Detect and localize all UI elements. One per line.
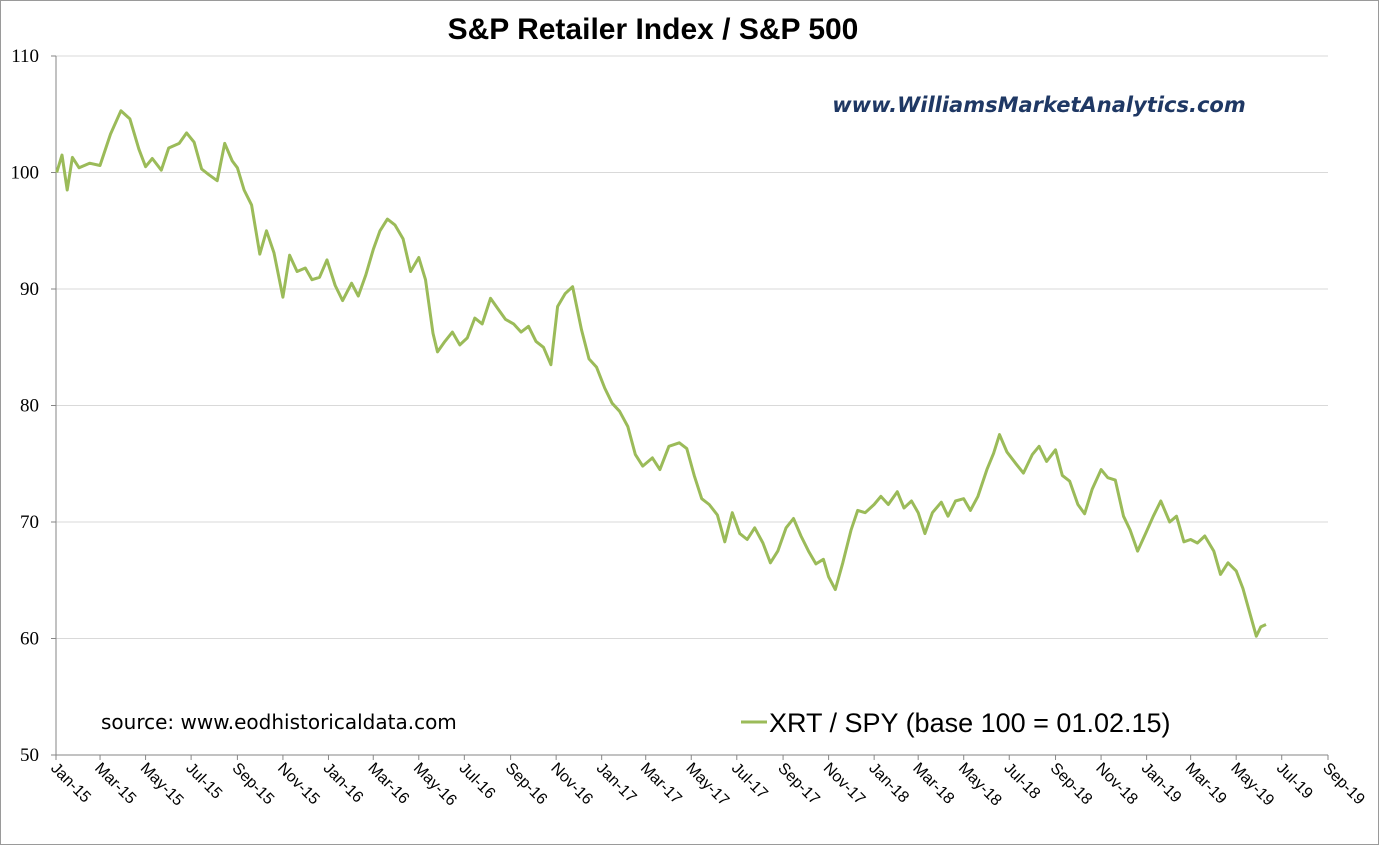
series-line-xrt-spy (55, 109, 1267, 638)
x-tick-label: Jul-16 (455, 760, 498, 803)
x-tick-label: Jan-18 (865, 760, 912, 807)
x-tick-label: Nov-18 (1092, 760, 1141, 809)
x-tick-label: Jan-19 (1138, 760, 1185, 807)
x-tick-label: Mar-17 (637, 760, 685, 808)
x-tick-label: Nov-17 (820, 760, 869, 809)
x-tick-label: Sep-18 (1047, 760, 1096, 809)
x-tick-label: Sep-17 (774, 760, 823, 809)
series-layer (55, 109, 1267, 638)
y-tick-label: 90 (20, 279, 39, 300)
legend-label: XRT / SPY (base 100 = 01.02.15) (769, 708, 1171, 738)
x-tick-label: May-16 (410, 760, 460, 810)
x-tick-label: May-17 (682, 760, 732, 810)
x-tick-label: Mar-19 (1182, 760, 1230, 808)
x-tick-label: Sep-16 (502, 760, 551, 809)
x-tick-label: Sep-19 (1319, 760, 1368, 809)
gridlines (56, 55, 1328, 639)
y-tick-label: 80 (20, 396, 39, 417)
x-tick-label: Jul-18 (1000, 760, 1043, 803)
chart-title: S&P Retailer Index / S&P 500 (448, 13, 859, 46)
x-tick-label: Jan-15 (47, 760, 94, 807)
watermark-text: www.WilliamsMarketAnalytics.com (832, 93, 1245, 117)
x-tick-label: May-15 (137, 760, 187, 810)
x-tick-label: Jan-17 (593, 760, 640, 807)
y-tick-label: 60 (20, 629, 39, 650)
x-tick-label: Jul-19 (1273, 760, 1316, 803)
x-tick-label: Jul-17 (728, 760, 771, 803)
source-text: source: www.eodhistoricaldata.com (101, 710, 457, 734)
y-tick-label: 110 (11, 46, 39, 67)
x-tick-label: Nov-16 (547, 760, 596, 809)
x-tick-label: Jan-16 (320, 760, 367, 807)
y-tick-label: 100 (11, 163, 40, 184)
x-tick-label: Nov-15 (274, 760, 323, 809)
x-tick-label: May-18 (955, 760, 1005, 810)
x-tick-label: Mar-18 (909, 760, 957, 808)
y-tick-label: 50 (20, 745, 39, 766)
x-tick-label: May-19 (1227, 760, 1277, 810)
x-tick-label: Mar-15 (91, 760, 139, 808)
legend: XRT / SPY (base 100 = 01.02.15) (741, 708, 1171, 738)
x-tick-label: Jul-15 (182, 760, 225, 803)
y-axis-ticks: 50 60 70 80 90 100 110 (11, 46, 40, 766)
x-tick-label: Mar-16 (364, 760, 412, 808)
y-tick-label: 70 (20, 512, 39, 533)
x-tick-label: Sep-15 (229, 760, 278, 809)
